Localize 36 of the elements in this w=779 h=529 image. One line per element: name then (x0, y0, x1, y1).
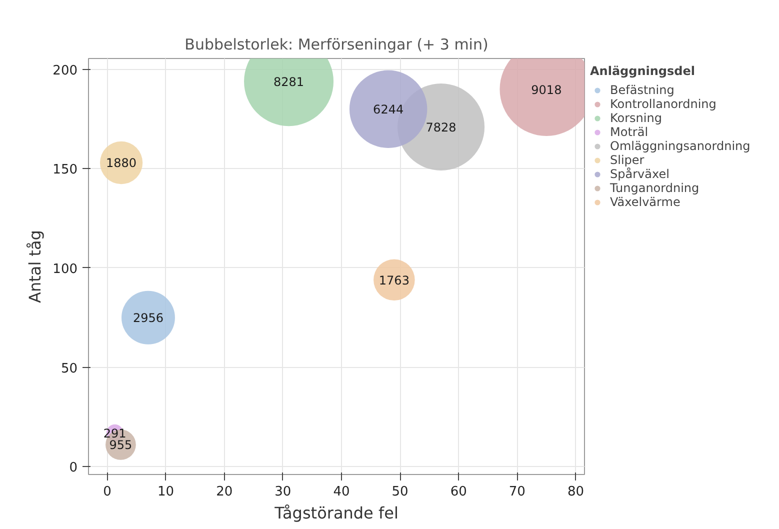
data-label: 291 (103, 426, 126, 440)
y-tick-label: 150 (52, 162, 78, 178)
data-label: 1763 (378, 273, 410, 288)
data-label: 8281 (274, 74, 304, 89)
chart-title: Bubbelstorlek: Merförseningar (+ 3 min) (184, 36, 488, 54)
y-tick-label: 50 (60, 361, 78, 376)
x-tick-label: 20 (216, 484, 233, 500)
legend-label: Sliper (610, 153, 644, 167)
y-tick-label: 200 (52, 63, 78, 78)
data-label: 6244 (373, 102, 404, 117)
legend-label: Spårväxel (610, 167, 670, 181)
legend-label: Korsning (610, 111, 662, 125)
data-label: 1880 (106, 156, 137, 170)
legend-label: Befästning (610, 83, 674, 97)
data-label: 9018 (531, 82, 562, 97)
legend-label: Omläggningsanordning (610, 139, 750, 153)
x-tick-label: 60 (450, 484, 467, 500)
x-tick-label: 50 (392, 484, 408, 500)
data-label: 7828 (426, 120, 456, 135)
y-axis-title: Antal tåg (26, 230, 45, 303)
x-axis-title: Tågstörande fel (274, 504, 398, 522)
legend-label: Växelvärme (610, 195, 680, 209)
y-tick-label: 100 (52, 262, 78, 277)
legend-title: Anläggningsdel (590, 64, 696, 78)
legend-label: Kontrollanordning (610, 97, 716, 111)
x-tick-label: 40 (333, 484, 350, 500)
x-tick-label: 80 (567, 484, 584, 500)
data-label: 2956 (132, 311, 164, 326)
data-label: 955 (109, 438, 132, 452)
legend-label: Moträl (610, 125, 648, 139)
x-tick-label: 10 (158, 484, 174, 500)
x-tick-label: 0 (103, 484, 112, 500)
x-tick-label: 70 (508, 484, 526, 500)
y-tick-label: 0 (69, 460, 78, 476)
x-tick-label: 30 (274, 484, 292, 500)
legend-label: Tunganordning (610, 181, 700, 195)
